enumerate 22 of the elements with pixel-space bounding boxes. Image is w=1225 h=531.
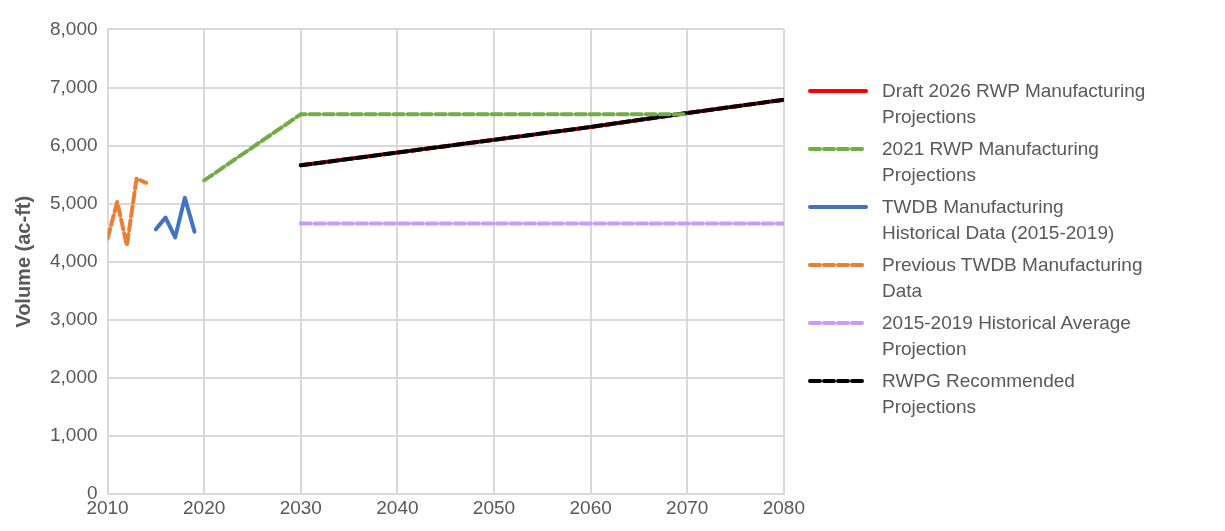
x-tick-label: 2060 [569, 496, 612, 518]
x-tick-label: 2070 [666, 496, 709, 518]
legend-label: TWDB Manufacturing Historical Data (2015-2019) [882, 195, 1116, 245]
y-tick-label: 3,000 [50, 308, 98, 330]
legend-label: Previous TWDB Manufacturing Data [882, 253, 1144, 303]
x-tick-label: 2080 [762, 496, 806, 518]
y-tick-label: 6,000 [50, 133, 98, 155]
legend-label: 2021 RWP Manufacturing Projections [882, 137, 1100, 187]
legend-label: Draft 2026 RWP Manufacturing Projections [882, 79, 1146, 129]
legend-label: RWPG Recommended Projections [882, 369, 1076, 419]
y-tick-label: 5,000 [50, 191, 98, 213]
y-tick-label: 7,000 [50, 75, 98, 97]
x-tick-label: 2030 [279, 496, 322, 518]
x-tick-label: 2040 [376, 496, 419, 518]
y-axis-title: Volume (ac-ft) [11, 195, 34, 328]
x-tick-label: 2050 [472, 496, 516, 518]
legend-label: 2015-2019 Historical Average Projection [882, 311, 1132, 361]
y-tick-label: 8,000 [50, 17, 98, 39]
y-tick-label: 1,000 [50, 424, 98, 446]
x-tick-label: 2020 [183, 496, 226, 518]
y-tick-label: 2,000 [50, 366, 98, 388]
y-tick-label: 4,000 [50, 250, 98, 272]
